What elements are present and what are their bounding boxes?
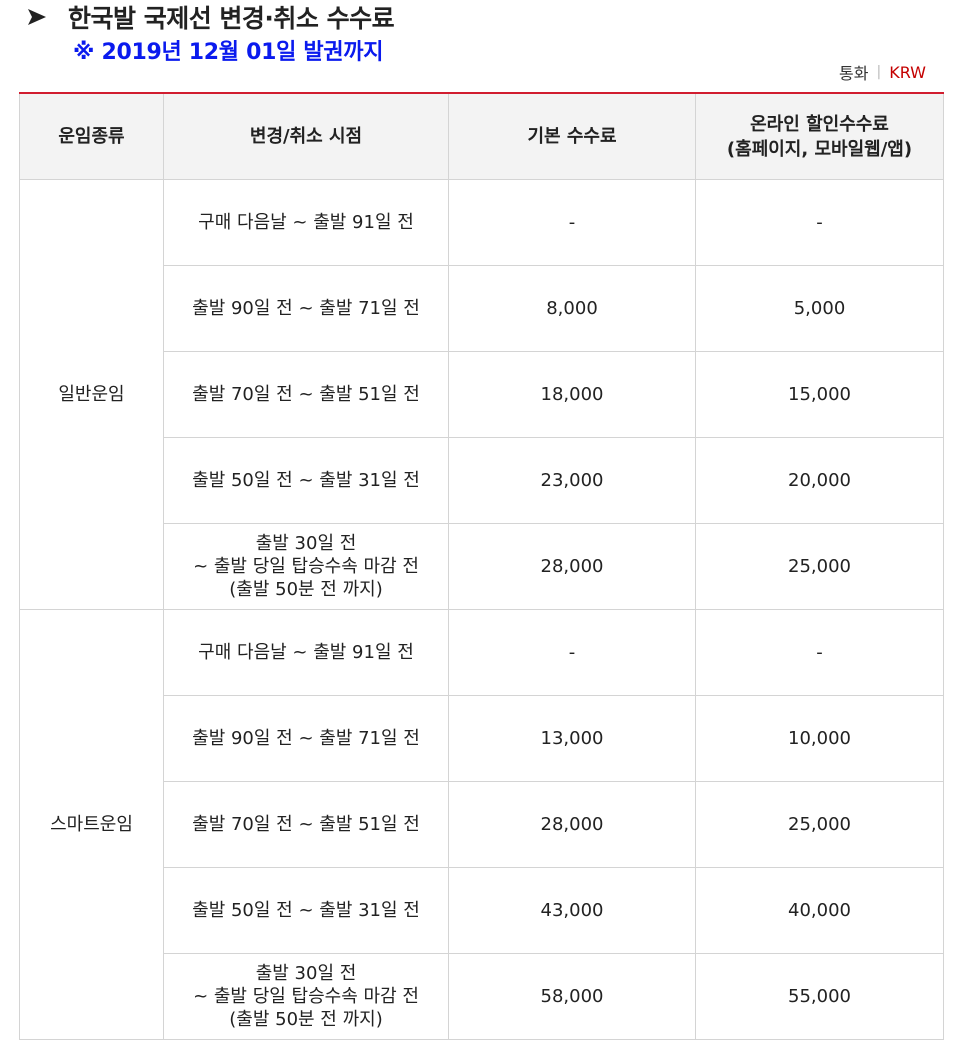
fee-table: 운임종류 변경/취소 시점 기본 수수료 온라인 할인수수료 (홈페이지, 모바… <box>19 92 944 1040</box>
online-fee-cell: 25,000 <box>695 781 944 868</box>
fare-type-cell: 스마트운임 <box>19 609 164 1040</box>
table-row: 출발 70일 전 ~ 출발 51일 전 28,000 25,000 <box>20 781 944 868</box>
base-fee-cell: 23,000 <box>448 437 696 524</box>
header-fare-type: 운임종류 <box>19 93 164 180</box>
table-header-row: 운임종류 변경/취소 시점 기본 수수료 온라인 할인수수료 (홈페이지, 모바… <box>19 93 944 180</box>
table-row: 출발 90일 전 ~ 출발 71일 전 13,000 10,000 <box>20 695 944 782</box>
base-fee-cell: - <box>448 179 696 266</box>
online-fee-cell: 5,000 <box>695 265 944 352</box>
table-row: 출발 30일 전 ~ 출발 당일 탑승수속 마감 전 (출발 50분 전 까지)… <box>20 953 944 1040</box>
table-row: 스마트운임 구매 다음날 ~ 출발 91일 전-- <box>19 609 944 1040</box>
header-change-timing: 변경/취소 시점 <box>163 93 449 180</box>
online-fee-cell: 55,000 <box>695 953 944 1040</box>
page-title: 한국발 국제선 변경·취소 수수료 <box>68 4 395 33</box>
table-row: 출발 30일 전 ~ 출발 당일 탑승수속 마감 전 (출발 50분 전 까지)… <box>20 523 944 610</box>
section-heading: 한국발 국제선 변경·취소 수수료 <box>26 0 395 34</box>
currency-indicator: 통화 | KRW <box>839 60 926 84</box>
fare-type-cell: 일반운임 <box>19 179 164 610</box>
online-fee-cell: 10,000 <box>695 695 944 782</box>
table-row: 일반운임 구매 다음날 ~ 출발 91일 전-- <box>19 179 944 610</box>
arrowhead-bullet-icon <box>28 9 46 25</box>
online-fee-cell: 40,000 <box>695 867 944 954</box>
currency-separator: | <box>876 64 882 80</box>
period-cell: 출발 90일 전 ~ 출발 71일 전 <box>163 695 449 782</box>
period-cell: 출발 90일 전 ~ 출발 71일 전 <box>163 265 449 352</box>
base-fee-cell: - <box>448 609 696 696</box>
period-cell: 구매 다음날 ~ 출발 91일 전 <box>163 609 449 696</box>
online-fee-cell: - <box>695 179 944 266</box>
table-row: 출발 70일 전 ~ 출발 51일 전 18,000 15,000 <box>20 351 944 438</box>
online-fee-cell: 15,000 <box>695 351 944 438</box>
table-row: 출발 50일 전 ~ 출발 31일 전 43,000 40,000 <box>20 867 944 954</box>
online-fee-cell: 20,000 <box>695 437 944 524</box>
base-fee-cell: 28,000 <box>448 523 696 610</box>
period-cell: 구매 다음날 ~ 출발 91일 전 <box>163 179 449 266</box>
base-fee-cell: 43,000 <box>448 867 696 954</box>
currency-label: 통화 <box>839 64 869 83</box>
header-online-fee: 온라인 할인수수료 (홈페이지, 모바일웹/앱) <box>695 93 944 180</box>
online-fee-cell: - <box>695 609 944 696</box>
header-base-fee: 기본 수수료 <box>448 93 696 180</box>
period-cell: 출발 30일 전 ~ 출발 당일 탑승수속 마감 전 (출발 50분 전 까지) <box>163 523 449 610</box>
period-cell: 출발 70일 전 ~ 출발 51일 전 <box>163 351 449 438</box>
base-fee-cell: 28,000 <box>448 781 696 868</box>
online-fee-cell: 25,000 <box>695 523 944 610</box>
issuance-note: ※ 2019년 12월 01일 발권까지 <box>73 40 384 65</box>
currency-value: KRW <box>889 62 926 82</box>
period-cell: 출발 70일 전 ~ 출발 51일 전 <box>163 781 449 868</box>
table-row: 출발 50일 전 ~ 출발 31일 전 23,000 20,000 <box>20 437 944 524</box>
base-fee-cell: 58,000 <box>448 953 696 1040</box>
base-fee-cell: 18,000 <box>448 351 696 438</box>
period-cell: 출발 30일 전 ~ 출발 당일 탑승수속 마감 전 (출발 50분 전 까지) <box>163 953 449 1040</box>
table-row: 출발 90일 전 ~ 출발 71일 전 8,000 5,000 <box>20 265 944 352</box>
period-cell: 출발 50일 전 ~ 출발 31일 전 <box>163 867 449 954</box>
base-fee-cell: 13,000 <box>448 695 696 782</box>
period-cell: 출발 50일 전 ~ 출발 31일 전 <box>163 437 449 524</box>
base-fee-cell: 8,000 <box>448 265 696 352</box>
